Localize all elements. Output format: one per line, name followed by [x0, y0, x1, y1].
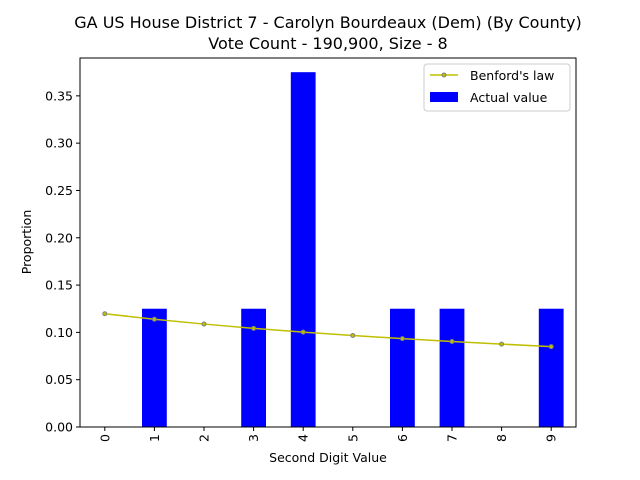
benford-point-4 [300, 329, 306, 335]
legend-actual-label: Actual value [470, 90, 548, 105]
x-tick-label: 6 [395, 434, 410, 442]
x-tick-label: 1 [147, 434, 162, 442]
bars-group [142, 72, 564, 427]
benford-point-8 [499, 341, 505, 347]
y-axis-label: Proportion [19, 210, 34, 275]
y-tick-label: 0.30 [45, 136, 73, 151]
benford-point-9 [548, 344, 554, 350]
bar-digit-7 [439, 308, 465, 427]
y-tick-label: 0.15 [45, 278, 73, 293]
x-tick-label: 5 [345, 434, 360, 442]
benford-line [104, 313, 552, 348]
benford-point-6 [399, 336, 405, 342]
y-tick-label: 0.00 [45, 420, 73, 435]
bar-digit-9 [538, 308, 564, 427]
bar-digit-4 [290, 72, 316, 427]
x-tick-label: 0 [97, 434, 112, 442]
chart-title-line2: Vote Count - 190,900, Size - 8 [208, 34, 447, 53]
x-tick-label: 4 [296, 434, 311, 442]
benford-point-1 [151, 316, 157, 322]
bar-digit-1 [142, 308, 167, 427]
x-axis-ticks: 0 1 2 3 4 5 6 7 8 9 [97, 427, 559, 442]
plot-frame [79, 57, 577, 428]
x-tick-label: 7 [445, 434, 460, 442]
x-tick-label: 9 [544, 434, 559, 442]
x-tick-label: 2 [197, 434, 212, 442]
legend: Benford's law Actual value [423, 63, 571, 112]
x-axis-label: Second Digit Value [269, 450, 387, 465]
y-tick-label: 0.10 [45, 325, 73, 340]
y-tick-label: 0.25 [45, 183, 73, 198]
x-tick-label: 8 [494, 434, 509, 442]
legend-box [423, 63, 571, 112]
legend-benford-label: Benford's law [470, 68, 554, 83]
y-tick-label: 0.20 [45, 230, 73, 245]
y-tick-label: 0.05 [45, 372, 73, 387]
y-axis-ticks: 0.00 0.05 0.10 0.15 0.20 0.25 0.30 0.35 [45, 88, 80, 435]
chart-title-line1: GA US House District 7 - Carolyn Bourdea… [74, 13, 581, 32]
benford-point-3 [251, 325, 257, 331]
legend-benford-marker [441, 72, 447, 78]
x-tick-label: 3 [246, 434, 261, 442]
benford-point-5 [350, 333, 356, 339]
benford-point-7 [449, 338, 455, 344]
benford-point-2 [201, 321, 207, 327]
benford-line-group [102, 311, 554, 350]
benford-point-0 [102, 311, 108, 317]
legend-actual-swatch [430, 92, 458, 102]
y-tick-label: 0.35 [45, 88, 73, 103]
bar-digit-6 [390, 308, 415, 427]
